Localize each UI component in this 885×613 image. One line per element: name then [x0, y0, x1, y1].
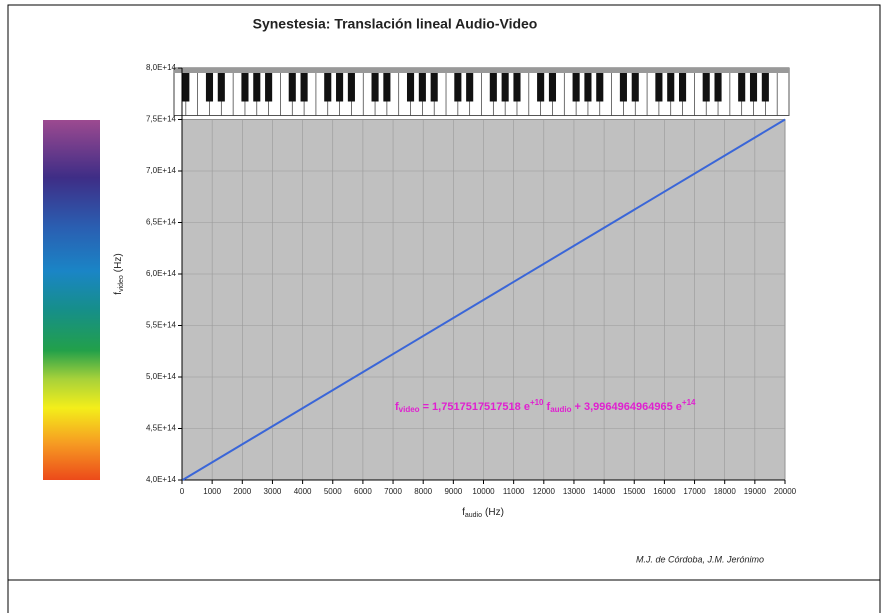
- piano-black-key: [466, 73, 474, 102]
- piano-black-key: [761, 73, 769, 102]
- y-tick-label: 7,5E+14: [146, 115, 177, 124]
- x-tick-label: 17000: [683, 487, 706, 496]
- equation-part: video: [399, 405, 420, 414]
- axis-label-main: f: [113, 292, 124, 295]
- piano-black-key: [584, 73, 592, 102]
- axis-label-sub: audio: [465, 512, 482, 519]
- piano-black-key: [489, 73, 497, 102]
- piano-black-key: [679, 73, 687, 102]
- piano-black-key: [371, 73, 379, 102]
- piano-black-key: [454, 73, 462, 102]
- x-tick-label: 0: [180, 487, 185, 496]
- piano-black-key: [300, 73, 308, 102]
- credits: M.J. de Córdoba, J.M. Jerónimo: [636, 554, 764, 564]
- piano-black-key: [324, 73, 332, 102]
- x-tick-label: 16000: [653, 487, 676, 496]
- axis-label-sub: video: [118, 275, 125, 292]
- y-tick-label: 4,0E+14: [146, 475, 177, 484]
- y-tick-label: 7,0E+14: [146, 166, 177, 175]
- equation-part: +10: [530, 398, 544, 407]
- piano-black-key: [667, 73, 675, 102]
- x-tick-label: 11000: [503, 487, 525, 496]
- x-tick-label: 10000: [472, 487, 495, 496]
- x-tick-label: 9000: [444, 487, 462, 496]
- piano-black-key: [501, 73, 509, 102]
- piano-black-key: [383, 73, 391, 102]
- x-tick-label: 15000: [623, 487, 646, 496]
- piano-black-key: [347, 73, 355, 102]
- piano-black-key: [336, 73, 344, 102]
- piano-black-key: [702, 73, 710, 102]
- piano-black-key: [513, 73, 521, 102]
- piano-black-key: [205, 73, 214, 102]
- piano-black-key: [655, 73, 663, 102]
- equation-part: f: [547, 401, 551, 413]
- x-tick-label: 13000: [563, 487, 586, 496]
- piano-black-key: [182, 73, 190, 102]
- piano-black-key: [572, 73, 580, 102]
- piano-black-key: [253, 73, 261, 102]
- axis-label: faudio (Hz): [462, 507, 504, 519]
- piano-black-key: [537, 73, 545, 102]
- y-tick-label: 6,0E+14: [146, 269, 177, 278]
- series-line: [182, 118, 786, 481]
- piano-black-key: [738, 73, 746, 102]
- equation-part: = 1,7517517517518 e: [423, 401, 530, 413]
- equation-part: f: [395, 401, 399, 413]
- x-tick-label: 14000: [593, 487, 616, 496]
- x-tick-label: 19000: [744, 487, 767, 496]
- piano-black-key: [430, 73, 438, 102]
- piano-black-key: [418, 73, 426, 102]
- axis-label: fvideo (Hz): [113, 253, 125, 294]
- x-tick-label: 12000: [533, 487, 556, 496]
- piano-black-key: [548, 73, 557, 102]
- piano-black-key: [217, 73, 225, 102]
- x-tick-label: 18000: [714, 487, 737, 496]
- y-tick-label: 6,5E+14: [146, 218, 177, 227]
- piano-black-key: [631, 73, 639, 102]
- piano-black-key: [265, 73, 273, 102]
- piano-black-key: [406, 73, 415, 102]
- x-tick-label: 20000: [774, 487, 797, 496]
- piano-black-key: [749, 73, 758, 102]
- x-tick-label: 1000: [203, 487, 221, 496]
- equation-part: + 3,9964964964965 e: [575, 401, 682, 413]
- y-tick-label: 4,5E+14: [146, 424, 177, 433]
- x-tick-label: 5000: [324, 487, 342, 496]
- x-tick-label: 8000: [414, 487, 432, 496]
- x-tick-label: 7000: [384, 487, 402, 496]
- axis-label-unit: (Hz): [113, 253, 124, 272]
- piano-black-key: [619, 73, 627, 102]
- axis-label-unit: (Hz): [485, 507, 504, 518]
- piano-black-key: [596, 73, 604, 102]
- chart-title: Synestesia: Translación lineal Audio-Vid…: [253, 16, 538, 32]
- x-tick-label: 4000: [294, 487, 312, 496]
- axis-label-main: f: [462, 507, 465, 518]
- y-tick-label: 5,5E+14: [146, 321, 177, 330]
- equation: fvideo = 1,7517517517518 e+10 faudio + 3,99…: [395, 398, 696, 414]
- spectrum-bar: [43, 120, 100, 480]
- piano-black-key: [241, 73, 249, 102]
- equation-part: audio: [550, 405, 571, 414]
- piano-black-key: [714, 73, 722, 102]
- x-tick-label: 3000: [264, 487, 282, 496]
- piano-black-key: [288, 73, 296, 102]
- y-tick-label: 8,0E+14: [146, 63, 177, 72]
- x-tick-label: 2000: [233, 487, 251, 496]
- piano-top: [174, 68, 789, 73]
- y-tick-label: 5,0E+14: [146, 372, 177, 381]
- equation-part: +14: [682, 398, 696, 407]
- x-tick-label: 6000: [354, 487, 372, 496]
